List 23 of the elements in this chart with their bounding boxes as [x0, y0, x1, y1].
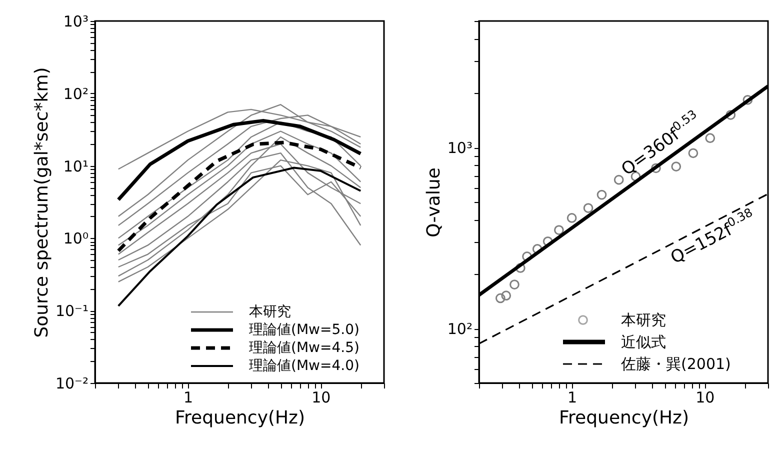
legend-label: 佐藤・巽(2001)	[621, 355, 731, 373]
y-axis-title: Q-value	[423, 168, 444, 238]
y-tick-label: 10²	[447, 320, 472, 338]
x-axis-title: Frequency(Hz)	[174, 408, 306, 428]
y-tick-label: 10²	[63, 84, 88, 103]
legend-label: 理論値(Mw=4.5)	[249, 340, 360, 356]
x-axis-title: Frequency(Hz)	[558, 408, 690, 428]
x-tick-label: 1	[568, 388, 578, 406]
y-tick-label: 10¹	[63, 157, 88, 176]
x-tick-label: 10	[312, 388, 331, 406]
y-tick-label: 10⁰	[63, 230, 88, 248]
y-axis-title: Source spectrum(gal*sec*km)	[31, 67, 52, 338]
legend-label: 本研究	[249, 304, 291, 320]
y-tick-label: 10⁻²	[55, 374, 88, 392]
legend-label: 理論値(Mw=4.0)	[249, 358, 360, 374]
y-tick-label: 10³	[447, 139, 472, 158]
legend-label: 理論値(Mw=5.0)	[249, 322, 360, 338]
y-tick-label: 10³	[63, 12, 88, 30]
y-tick-label: 10⁻¹	[55, 302, 88, 320]
legend-label: 本研究	[621, 311, 666, 329]
x-tick-label: 1	[184, 388, 194, 406]
legend-label: 近似式	[621, 333, 666, 351]
x-tick-label: 10	[696, 388, 715, 406]
